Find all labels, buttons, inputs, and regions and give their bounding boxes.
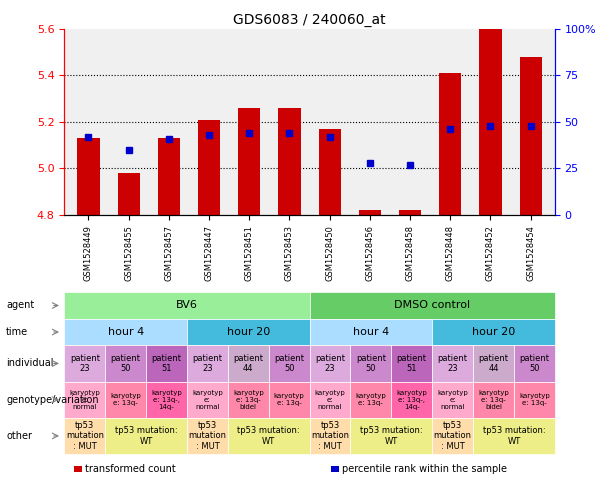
Bar	[105, 345, 146, 382]
Bar	[268, 382, 310, 418]
Text: patient
44: patient 44	[479, 354, 508, 373]
Text: DMSO control: DMSO control	[394, 300, 470, 311]
Bar	[310, 345, 351, 382]
Text: hour 4: hour 4	[352, 327, 389, 337]
Bar	[310, 319, 432, 345]
Bar	[64, 319, 187, 345]
Bar	[391, 382, 432, 418]
Bar	[64, 382, 105, 418]
Text: hour 20: hour 20	[472, 327, 515, 337]
Text: patient
50: patient 50	[111, 354, 140, 373]
Text: karyotyp
e: 13q-: karyotyp e: 13q-	[110, 393, 141, 406]
Bar	[158, 138, 180, 215]
Bar	[187, 382, 228, 418]
Text: tp53 mutation:
WT: tp53 mutation: WT	[237, 426, 300, 446]
Text: tp53 mutation:
WT: tp53 mutation: WT	[360, 426, 422, 446]
Bar	[105, 418, 187, 454]
Bar	[439, 73, 462, 215]
Bar	[228, 382, 268, 418]
Bar	[479, 29, 501, 215]
Bar	[105, 382, 146, 418]
Text: patient
51: patient 51	[151, 354, 181, 373]
Text: percentile rank within the sample: percentile rank within the sample	[342, 464, 507, 473]
Text: karyotyp
e:
normal: karyotyp e: normal	[437, 390, 468, 410]
Text: genotype/variation: genotype/variation	[6, 395, 99, 405]
Bar	[228, 345, 268, 382]
Text: karyotyp
e: 13q-: karyotyp e: 13q-	[519, 393, 550, 406]
Text: patient
23: patient 23	[315, 354, 345, 373]
Bar	[432, 382, 473, 418]
Bar	[351, 418, 432, 454]
Text: tp53
mutation
: MUT: tp53 mutation : MUT	[188, 421, 226, 451]
Bar	[473, 418, 555, 454]
Bar	[146, 345, 187, 382]
Bar	[319, 129, 341, 215]
Bar	[187, 345, 228, 382]
Bar	[473, 345, 514, 382]
Text: patient
50: patient 50	[274, 354, 304, 373]
Text: other: other	[6, 431, 32, 441]
Text: karyotyp
e:
normal: karyotyp e: normal	[314, 390, 345, 410]
Bar	[187, 418, 228, 454]
Bar	[473, 382, 514, 418]
Text: patient
50: patient 50	[356, 354, 386, 373]
Bar	[64, 418, 105, 454]
Text: hour 4: hour 4	[107, 327, 144, 337]
Text: BV6: BV6	[176, 300, 198, 311]
Bar	[278, 108, 300, 215]
Bar	[351, 345, 391, 382]
Bar	[359, 210, 381, 215]
Bar	[432, 319, 555, 345]
Text: patient
44: patient 44	[234, 354, 263, 373]
Text: karyotyp
e:
normal: karyotyp e: normal	[69, 390, 100, 410]
Bar	[187, 319, 310, 345]
Text: karyotyp
e: 13q-
bidel: karyotyp e: 13q- bidel	[233, 390, 264, 410]
Title: GDS6083 / 240060_at: GDS6083 / 240060_at	[234, 13, 386, 27]
Bar	[514, 345, 555, 382]
Bar	[77, 138, 99, 215]
Bar	[399, 210, 421, 215]
Text: karyotyp
e: 13q-: karyotyp e: 13q-	[356, 393, 386, 406]
Text: karyotyp
e: 13q-: karyotyp e: 13q-	[274, 393, 305, 406]
Bar	[74, 466, 82, 472]
Bar	[64, 292, 310, 319]
Text: patient
23: patient 23	[70, 354, 100, 373]
Bar	[310, 418, 351, 454]
Bar	[351, 382, 391, 418]
Text: hour 20: hour 20	[227, 327, 270, 337]
Bar	[238, 108, 261, 215]
Bar	[520, 57, 542, 215]
Text: karyotyp
e:
normal: karyotyp e: normal	[192, 390, 223, 410]
Bar	[146, 382, 187, 418]
Bar	[64, 345, 105, 382]
Text: patient
23: patient 23	[438, 354, 468, 373]
Text: tp53
mutation
: MUT: tp53 mutation : MUT	[433, 421, 471, 451]
Bar	[331, 466, 339, 472]
Text: patient
51: patient 51	[397, 354, 427, 373]
Text: patient
50: patient 50	[519, 354, 549, 373]
Text: time: time	[6, 327, 28, 337]
Text: karyotyp
e: 13q-
bidel: karyotyp e: 13q- bidel	[478, 390, 509, 410]
Text: tp53
mutation
: MUT: tp53 mutation : MUT	[311, 421, 349, 451]
Text: tp53 mutation:
WT: tp53 mutation: WT	[115, 426, 177, 446]
Text: patient
23: patient 23	[192, 354, 223, 373]
Text: transformed count: transformed count	[85, 464, 175, 473]
Bar	[268, 345, 310, 382]
Bar	[432, 418, 473, 454]
Text: tp53
mutation
: MUT: tp53 mutation : MUT	[66, 421, 104, 451]
Bar	[118, 173, 140, 215]
Bar	[391, 345, 432, 382]
Text: karyotyp
e: 13q-,
14q-: karyotyp e: 13q-, 14q-	[397, 390, 427, 410]
Bar	[432, 345, 473, 382]
Text: agent: agent	[6, 300, 34, 311]
Text: tp53 mutation:
WT: tp53 mutation: WT	[482, 426, 545, 446]
Text: individual: individual	[6, 358, 53, 369]
Bar	[198, 120, 220, 215]
Text: karyotyp
e: 13q-,
14q-: karyotyp e: 13q-, 14q-	[151, 390, 182, 410]
Bar	[310, 382, 351, 418]
Bar	[228, 418, 310, 454]
Bar	[514, 382, 555, 418]
Bar	[310, 292, 555, 319]
